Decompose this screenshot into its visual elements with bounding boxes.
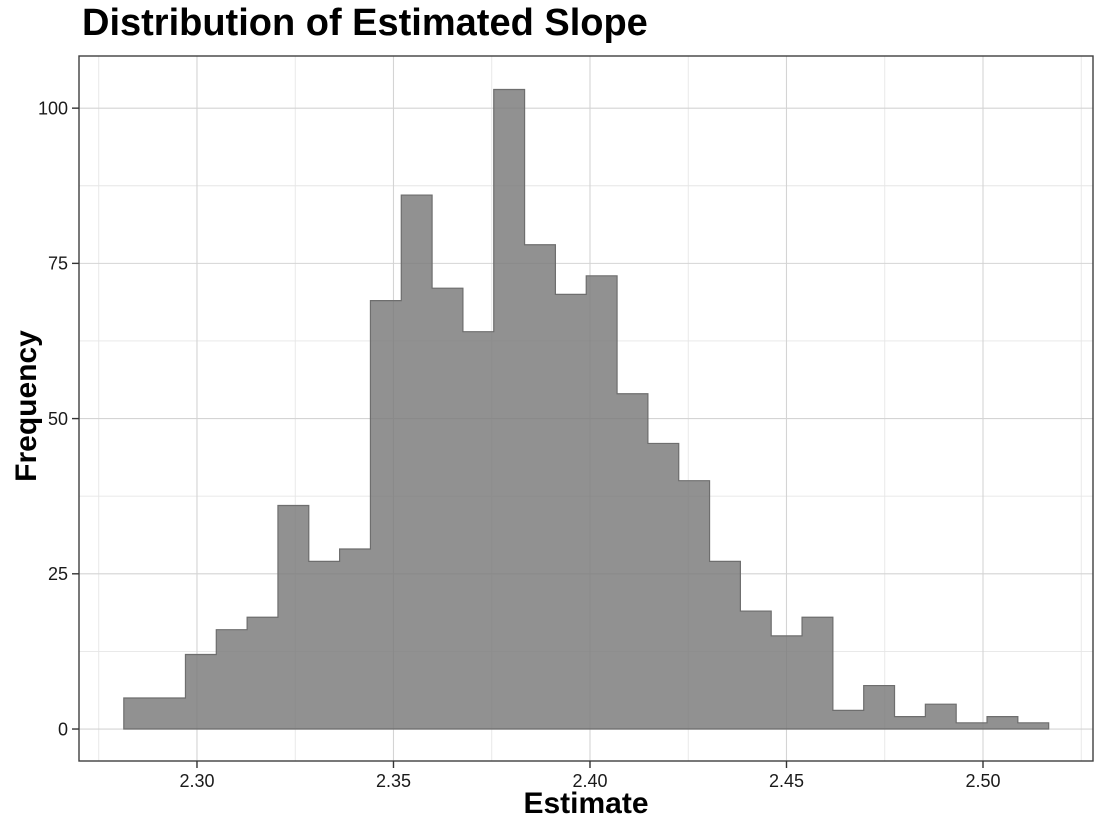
histogram-outline: [123, 88, 1050, 730]
y-tick-label: 50: [48, 409, 68, 429]
y-tick-label: 100: [38, 98, 68, 118]
axis-ticks: [72, 107, 984, 768]
x-tick-labels: 2.30 2.35 2.40 2.45 2.50: [179, 771, 1000, 791]
x-tick-label: 2.45: [769, 771, 804, 791]
x-tick-label: 2.50: [965, 771, 1000, 791]
panel-border: [78, 55, 1094, 762]
y-tick-label: 0: [58, 719, 68, 739]
y-tick-label: 75: [48, 254, 68, 274]
x-tick-label: 2.30: [179, 771, 214, 791]
x-tick-label: 2.35: [376, 771, 411, 791]
y-axis-title: Frequency: [10, 330, 43, 482]
y-tick-label: 25: [48, 564, 68, 584]
x-axis-title: Estimate: [523, 787, 649, 820]
histogram: [123, 88, 1050, 730]
chart-title: Distribution of Estimated Slope: [82, 2, 648, 44]
x-tick-label: 2.40: [572, 771, 607, 791]
y-tick-labels: 0 25 50 75 100: [38, 98, 68, 739]
